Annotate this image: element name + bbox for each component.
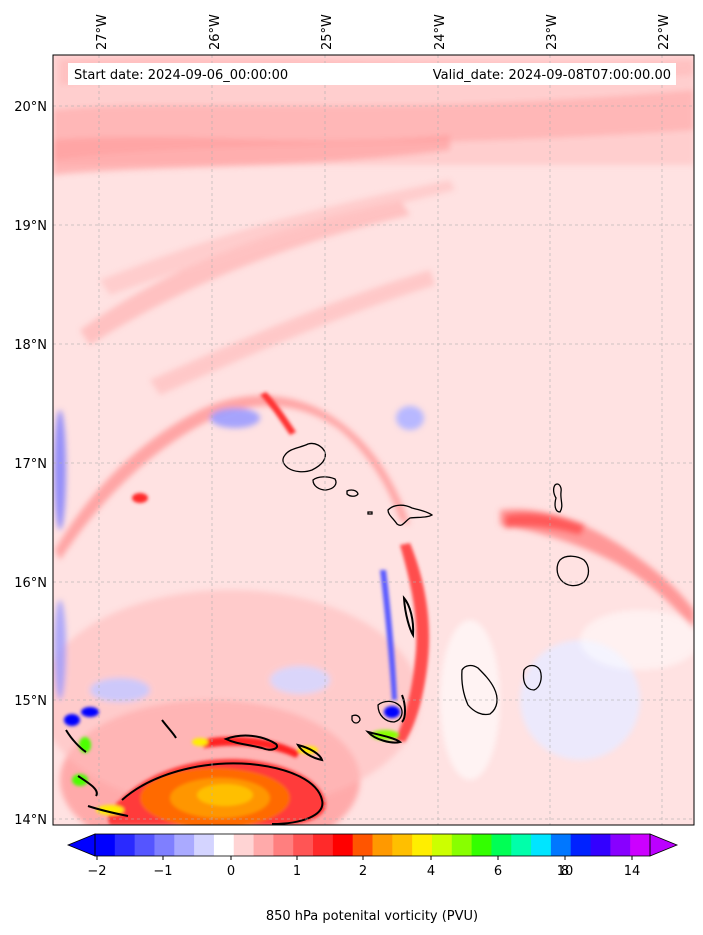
colorbar-frame xyxy=(94,833,651,857)
gridlines xyxy=(53,55,694,825)
island-santo-antao xyxy=(282,442,326,473)
colorbar-tick-label: 1 xyxy=(293,864,301,879)
island-sal xyxy=(552,483,563,513)
lon-tick-24w: 24°W xyxy=(433,14,448,50)
colorbar-cell xyxy=(491,834,512,856)
colorbar-cell xyxy=(213,834,235,856)
island-maio xyxy=(522,664,542,691)
lat-tick-20n: 20°N xyxy=(14,100,47,115)
island-sao-nicolau xyxy=(387,504,434,526)
lat-tick-16n: 16°N xyxy=(14,576,47,591)
lon-tick-25w: 25°W xyxy=(320,14,335,50)
island-brava xyxy=(351,714,361,724)
colorbar-cell xyxy=(630,834,651,856)
island-raso xyxy=(367,511,373,515)
lat-tick-labels: 20°N 19°N 18°N 17°N 16°N 15°N 14°N xyxy=(14,100,47,828)
colorbar-cell xyxy=(550,834,572,856)
lat-tick-15n: 15°N xyxy=(14,694,47,709)
lon-tick-23w: 23°W xyxy=(545,14,560,50)
colorbar-cell xyxy=(114,834,136,856)
colorbar-low-extend xyxy=(66,833,96,857)
colorbar-cell xyxy=(352,834,374,856)
colorbar-tick-label: 10 xyxy=(557,864,574,879)
island-santa-luzia xyxy=(346,489,359,497)
colorbar-tick-label: 4 xyxy=(427,864,435,879)
colorbar-cell xyxy=(154,834,175,856)
colorbar-tick-label: −1 xyxy=(153,864,172,879)
colorbar-cells xyxy=(95,834,651,856)
colorbar-tick-label: 0 xyxy=(227,864,235,879)
colorbar-tick-label: 8 xyxy=(561,864,569,879)
colorbar-tick-label: 6 xyxy=(494,864,502,879)
colorbar-cell xyxy=(95,834,116,856)
colorbar-cell xyxy=(610,834,631,856)
colorbar-cell xyxy=(531,834,552,856)
colorbar-cell xyxy=(431,834,453,856)
colorbar-tick-label: 14 xyxy=(624,864,641,879)
lat-tick-14n: 14°N xyxy=(14,813,47,828)
colorbar-cell xyxy=(273,834,294,856)
map-frame xyxy=(52,54,695,826)
colorbar-cell xyxy=(570,834,592,856)
colorbar-high-extend xyxy=(649,833,679,857)
pv-contours xyxy=(65,595,415,825)
colorbar-title: 850 hPa potenital vorticity (PVU) xyxy=(266,909,478,924)
coastlines xyxy=(282,442,590,724)
colorbar-cell xyxy=(412,834,433,856)
colorbar-cell xyxy=(293,834,314,856)
colorbar-cell xyxy=(451,834,473,856)
lon-tick-22w: 22°W xyxy=(657,14,672,50)
island-santiago xyxy=(461,664,498,716)
colorbar-cell xyxy=(233,834,255,856)
colorbar: −2 −1 0 1 2 4 6 810 14 850 hPa potenital vortici… xyxy=(66,833,679,924)
valid-date-label: Valid_date: 2024-09-08T07:00:00.00 xyxy=(433,68,671,83)
colorbar-cell xyxy=(590,834,611,856)
colorbar-tick-label: 2 xyxy=(359,864,367,879)
lon-tick-27w: 27°W xyxy=(95,14,110,50)
map-panel: Start date: 2024-09-06_00:00:00 Valid_da… xyxy=(53,55,694,825)
rainband xyxy=(132,392,430,742)
colorbar-ticks: −2 −1 0 1 2 4 6 810 14 xyxy=(87,856,640,879)
lon-tick-26w: 26°W xyxy=(208,14,223,50)
colorbar-cell xyxy=(253,834,274,856)
colorbar-cell xyxy=(471,834,493,856)
colorbar-cell xyxy=(174,834,195,856)
colorbar-cell xyxy=(134,834,156,856)
colorbar-cell xyxy=(332,834,354,856)
colorbar-tick-label: −2 xyxy=(87,864,106,879)
island-fogo xyxy=(377,700,403,723)
start-date-label: Start date: 2024-09-06_00:00:00 xyxy=(74,68,288,83)
island-sao-vicente xyxy=(312,476,337,491)
colorbar-cell xyxy=(511,834,532,856)
header-band xyxy=(68,63,676,85)
colorbar-cell xyxy=(194,834,215,856)
lat-tick-18n: 18°N xyxy=(14,338,47,353)
lat-tick-17n: 17°N xyxy=(14,457,47,472)
colorbar-cell xyxy=(372,834,393,856)
colorbar-cell xyxy=(392,834,413,856)
lon-tick-labels: 27°W 26°W 25°W 24°W 23°W 22°W xyxy=(95,14,672,50)
lat-tick-19n: 19°N xyxy=(14,219,47,234)
colorbar-cell xyxy=(313,834,334,856)
